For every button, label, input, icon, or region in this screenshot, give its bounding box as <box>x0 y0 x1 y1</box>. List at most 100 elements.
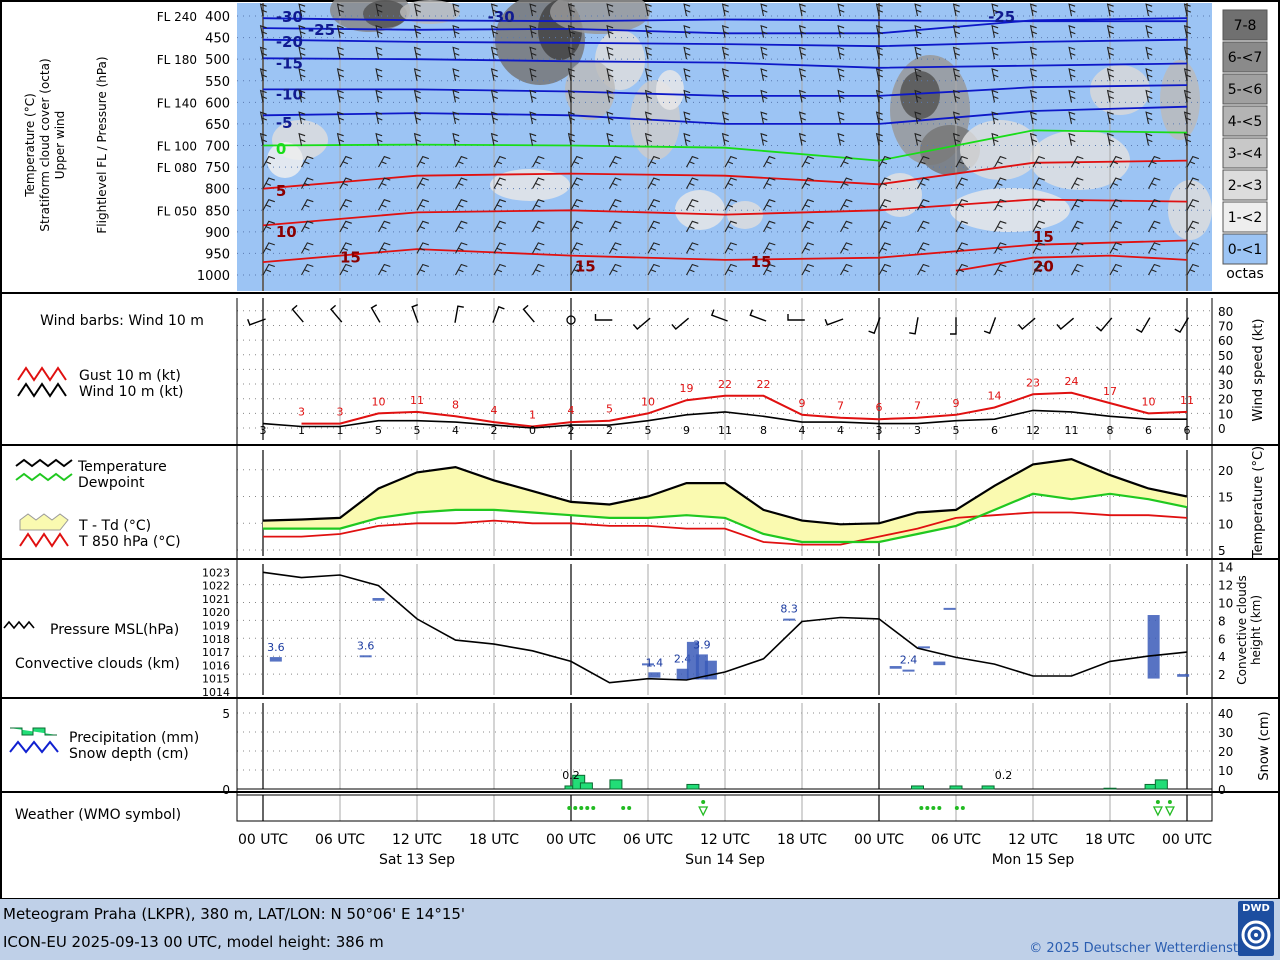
wind-barb <box>262 155 275 168</box>
cloud-cover-layer <box>267 0 1212 240</box>
weather-drizzle-symbol <box>567 806 572 810</box>
wind-barb <box>1068 24 1076 38</box>
pressure-level-label: 500 <box>205 53 230 68</box>
wind-barb <box>413 111 422 125</box>
wind-barb <box>490 46 499 60</box>
dwd-logo: DWD <box>1238 901 1274 956</box>
pressure-axis-tick: 1017 <box>202 646 230 659</box>
isotherm-line <box>955 254 1188 272</box>
wind-barb <box>1029 68 1038 81</box>
gust-label: 14 <box>988 389 1002 402</box>
wind-barb <box>606 68 614 81</box>
conv-cloud-bar <box>917 646 930 649</box>
wind-barb <box>378 155 391 168</box>
weather-drizzle-symbol <box>931 806 936 810</box>
wind-barb <box>490 89 499 103</box>
precip-bar <box>1103 787 1117 790</box>
gust-label: 4 <box>568 404 575 417</box>
wind-barb <box>686 242 699 254</box>
wind-label: 8 <box>760 424 767 437</box>
conv-cloud-bar <box>1147 615 1160 679</box>
wind-barb-10m <box>632 317 651 330</box>
isotherm-label: 15 <box>1033 228 1054 246</box>
wind-barb <box>1068 89 1076 103</box>
conv-cloud-bar <box>648 672 661 678</box>
wind-label: 5 <box>645 424 652 437</box>
wind-barb <box>763 155 776 168</box>
conv-cloud-bar <box>704 660 717 680</box>
wind-barb <box>683 132 691 146</box>
wind-barb <box>837 132 845 146</box>
model-info: ICON-EU 2025-09-13 00 UTC, model height:… <box>3 933 384 951</box>
precip-legend-label: Precipitation (mm) <box>69 730 199 746</box>
wind-axis-tick: 10 <box>1218 407 1233 421</box>
temp-dewpoint-fill <box>263 459 1187 542</box>
pressure-level-label: 450 <box>205 32 230 47</box>
wind-barb <box>878 220 891 233</box>
gust-label: 11 <box>1180 394 1194 407</box>
wind-barb <box>647 199 660 211</box>
wind-barb <box>375 111 383 125</box>
weather-drizzle-symbol <box>621 806 626 810</box>
precip-bar <box>609 779 623 790</box>
wind-barb <box>298 68 306 81</box>
cloud-blob <box>550 0 650 34</box>
wind-barb-10m <box>522 304 535 323</box>
pressure-level-label: 600 <box>205 96 230 111</box>
wind-barb-10m <box>749 309 767 322</box>
wind-barb <box>570 242 583 254</box>
wind-barb <box>994 263 1007 276</box>
time-tick-label: 00 UTC <box>238 832 288 848</box>
wind-barb <box>452 3 460 17</box>
wind-barb <box>378 242 391 254</box>
wind-barb <box>301 199 314 211</box>
gust-label: 1 <box>529 409 536 422</box>
wind-barb <box>490 3 499 17</box>
conv-cloud-bar <box>269 657 282 662</box>
pressure-level-label: 550 <box>205 75 230 90</box>
wind-barb <box>1145 89 1153 103</box>
wind-barb <box>1071 263 1084 276</box>
wind-barb <box>644 132 653 146</box>
wind-barb <box>452 132 460 146</box>
wind-barb <box>1032 155 1045 168</box>
gust-label: 7 <box>837 400 844 413</box>
wind-barb <box>721 46 730 60</box>
wind-barb <box>840 177 853 189</box>
wind-barb <box>1071 177 1084 189</box>
wind-barb <box>336 24 345 38</box>
time-tick-label: 06 UTC <box>623 832 673 848</box>
wind-barb <box>1068 111 1076 125</box>
wind-barb <box>490 132 499 146</box>
wind-barb <box>647 242 660 254</box>
t850-legend-icon <box>19 532 69 548</box>
wind-barb <box>259 111 268 125</box>
weather-drizzle-symbol <box>585 806 590 810</box>
pressure-axis-tick: 1021 <box>202 593 230 606</box>
time-tick-label: 00 UTC <box>546 832 596 848</box>
wind-barb <box>375 68 383 81</box>
temp-legend-label: Temperature <box>77 459 167 475</box>
isotherm-line <box>262 17 1188 35</box>
wind-label: 5 <box>953 424 960 437</box>
snow-axis-tick: 30 <box>1218 726 1233 740</box>
gust-label: 8 <box>452 398 459 411</box>
conv-cloud-label: 2.4 <box>900 654 918 667</box>
wind-barb <box>609 177 622 189</box>
wind-barb <box>455 199 468 211</box>
wind-barb <box>840 155 853 168</box>
wind-barb <box>259 24 268 38</box>
wind-barb <box>647 155 660 168</box>
dew-legend-icon <box>15 472 73 482</box>
wind-barb <box>840 242 853 254</box>
cloud-legend-box <box>1222 73 1268 105</box>
pressure-legend-label: Pressure MSL(hPa) <box>50 622 179 638</box>
wind-barb <box>1109 263 1122 276</box>
wind-barb <box>801 242 814 254</box>
wind-barb <box>1106 3 1115 17</box>
wind-barb <box>917 263 930 276</box>
wind-barb <box>416 155 429 168</box>
conv-cloud-label: 3.9 <box>693 638 711 651</box>
wind-barb <box>952 68 961 81</box>
wind-barb <box>413 132 422 146</box>
